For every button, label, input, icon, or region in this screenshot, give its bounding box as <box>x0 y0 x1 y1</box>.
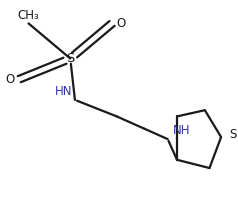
Text: O: O <box>5 73 15 86</box>
Text: S: S <box>229 129 237 141</box>
Text: NH: NH <box>172 124 190 137</box>
Text: S: S <box>66 52 74 65</box>
Text: CH₃: CH₃ <box>18 9 40 22</box>
Text: O: O <box>117 17 126 30</box>
Text: HN: HN <box>55 85 73 98</box>
